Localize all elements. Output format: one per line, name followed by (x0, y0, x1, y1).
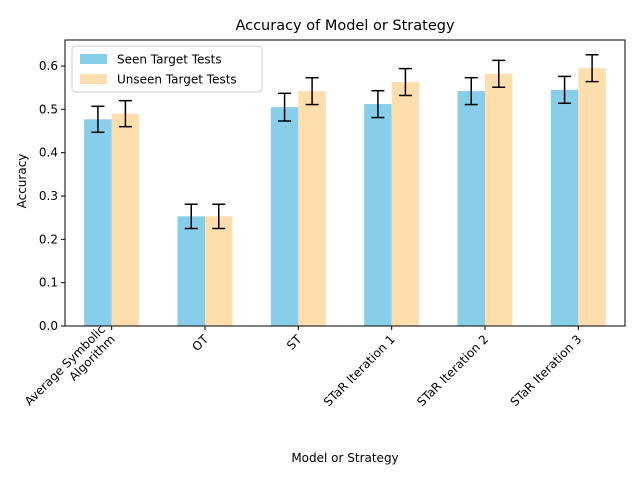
x-tick-label-line: STaR Iteration 1 (321, 332, 398, 409)
y-tick-label-1: 0.1 (39, 276, 58, 290)
bar-seen-0 (84, 119, 112, 326)
legend-box (71, 45, 263, 93)
y-tick-label-3: 0.3 (39, 189, 58, 203)
x-tick-label-4: STaR Iteration 2 (414, 332, 491, 409)
legend-swatch-seen (80, 54, 107, 64)
x-tick-label-1: OT (189, 332, 211, 354)
bar-unseen-3 (391, 82, 420, 327)
bar-unseen-4 (485, 73, 513, 326)
bar-unseen-5 (578, 68, 606, 327)
x-tick-label-2: ST (284, 332, 305, 353)
x-tick-label-line: OT (189, 332, 211, 354)
x-tick-label-5: STaR Iteration 3 (508, 332, 585, 409)
plot-frame (64, 39, 626, 327)
bar-unseen-1 (205, 216, 233, 326)
bar-unseen-2 (298, 91, 326, 326)
y-tick-label-0: 0.0 (39, 319, 58, 333)
chart-title: Accuracy of Model or Strategy (235, 18, 455, 34)
legend: Seen Target Tests Unseen Target Tests (71, 45, 263, 93)
x-tick-label-line: Average Symbolic (22, 322, 108, 408)
y-tick-label-6: 0.6 (39, 59, 58, 73)
x-tick-label-line: ST (284, 332, 305, 353)
x-tick-label-0: Average SymbolicAlgorithm (22, 322, 118, 418)
bar-seen-1 (177, 216, 205, 326)
x-tick-label-line: STaR Iteration 2 (414, 332, 491, 409)
bar-seen-3 (364, 104, 392, 326)
x-tick-label-line: STaR Iteration 3 (508, 332, 585, 409)
y-tick-label-4: 0.4 (39, 146, 58, 160)
bar-seen-5 (550, 89, 579, 326)
legend-label-unseen: Unseen Target Tests (117, 73, 237, 87)
legend-swatch-unseen (80, 74, 107, 84)
plot-area: 0.0 0.1 0.2 0.3 0.4 0.5 0.6 Average SymbolicAlg… (22, 39, 626, 418)
y-tick-label-2: 0.2 (39, 232, 58, 246)
legend-label-seen: Seen Target Tests (117, 53, 222, 67)
bar-seen-2 (270, 107, 299, 327)
x-axis-label: Model or Strategy (291, 451, 398, 465)
x-tick-label-3: STaR Iteration 1 (321, 332, 398, 409)
bar-seen-4 (457, 91, 485, 326)
y-axis-label: Accuracy (15, 154, 29, 209)
bar-unseen-0 (111, 113, 140, 327)
y-tick-label-5: 0.5 (39, 102, 58, 116)
